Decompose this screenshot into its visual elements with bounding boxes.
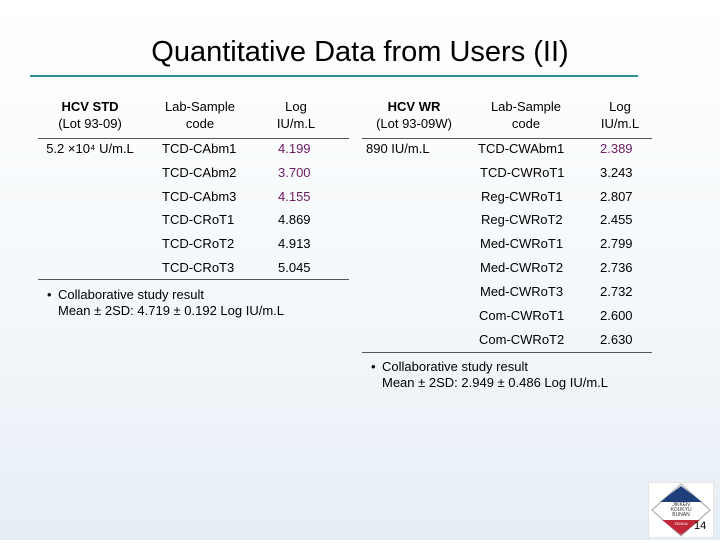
right-header-log-line2: IU/m.L [600, 116, 640, 131]
right-header-wr-line2: (Lot 93-09W) [376, 116, 452, 131]
right-wr-value: 890 IU/m.L [366, 141, 430, 156]
right-row-code: Med-CWRoT1 [480, 236, 564, 251]
right-note-line2: Mean ± 2SD: 2.949 ± 0.486 Log IU/m.L [382, 375, 609, 390]
left-row-code: TCD-CAbm2 [162, 165, 237, 180]
right-row-log: 2.630 [600, 332, 633, 347]
page-number: 14 [694, 520, 707, 532]
left-header-std: HCV STD [40, 98, 140, 115]
slide-title: Quantitative Data from Users (II) [151, 36, 569, 68]
left-row-log: 4.155 [278, 189, 311, 204]
right-row-log: 2.736 [600, 260, 633, 275]
organization-logo: JIKKEN KOUKYU BUNAN ZENDA [647, 481, 715, 539]
left-row-code: TCD-CRoT3 [162, 260, 235, 275]
left-header-std-line1: HCV STD [61, 99, 119, 114]
right-row-code: Med-CWRoT2 [480, 260, 564, 275]
left-row-code: TCD-CAbm1 [162, 141, 237, 156]
left-header-code-line2: code [185, 116, 215, 131]
left-row-code: TCD-CRoT1 [162, 212, 235, 227]
right-table-bottom-rule [362, 352, 652, 353]
left-note-bullet: • [47, 287, 52, 302]
left-table-bottom-rule [38, 279, 349, 280]
left-header-divider [38, 138, 349, 139]
right-row-log: 3.243 [600, 165, 633, 180]
left-note-line1: Collaborative study result [58, 287, 204, 302]
left-row-log: 4.913 [278, 236, 311, 251]
right-row-log: 2.807 [600, 189, 633, 204]
left-std-value: 5.2 ×10⁴ U/m.L [46, 141, 134, 156]
left-header-log-line1: Log [285, 99, 307, 114]
title-divider [30, 75, 638, 77]
left-row-code: TCD-CRoT2 [162, 236, 235, 251]
logo-text-4: ZENDA [674, 521, 688, 526]
right-row-code: Reg-CWRoT2 [481, 212, 563, 227]
right-row-code: Com-CWRoT2 [479, 332, 565, 347]
right-header-code-line2: code [511, 116, 541, 131]
right-row-code: TCD-CWAbm1 [478, 141, 565, 156]
logo-text-3: BUNAN [672, 512, 690, 518]
left-row-log: 5.045 [278, 260, 311, 275]
right-row-code: TCD-CWRoT1 [480, 165, 565, 180]
left-header-std-lot: (Lot 93-09) [58, 116, 122, 131]
right-note-bullet: • [371, 359, 376, 374]
right-row-code: Com-CWRoT1 [479, 308, 565, 323]
right-row-code: Reg-CWRoT1 [481, 189, 563, 204]
right-header-log-line1: Log [609, 99, 631, 114]
right-header-divider [362, 138, 652, 139]
right-row-log: 2.389 [600, 141, 633, 156]
right-row-log: 2.600 [600, 308, 633, 323]
right-header-code-line1: Lab-Sample [490, 99, 562, 114]
logo-text-1: JIKKEN [672, 502, 690, 508]
logo-emblem-icon: JIKKEN KOUKYU BUNAN ZENDA [647, 481, 715, 539]
left-row-log: 4.869 [278, 212, 311, 227]
right-row-code: Med-CWRoT3 [480, 284, 564, 299]
left-header-log-line2: IU/m.L [276, 116, 316, 131]
left-row-code: TCD-CAbm3 [162, 189, 237, 204]
right-header-wr-line1: HCV WR [387, 99, 441, 114]
left-row-log: 4.199 [278, 141, 311, 156]
logo-text-2: KOUKYU [670, 507, 692, 513]
left-note-line2: Mean ± 2SD: 4.719 ± 0.192 Log IU/m.L [58, 303, 285, 318]
right-row-log: 2.455 [600, 212, 633, 227]
left-header-code-line1: Lab-Sample [164, 99, 236, 114]
right-note-line1: Collaborative study result [382, 359, 528, 374]
right-row-log: 2.732 [600, 284, 633, 299]
left-row-log: 3.700 [278, 165, 311, 180]
right-row-log: 2.799 [600, 236, 633, 251]
